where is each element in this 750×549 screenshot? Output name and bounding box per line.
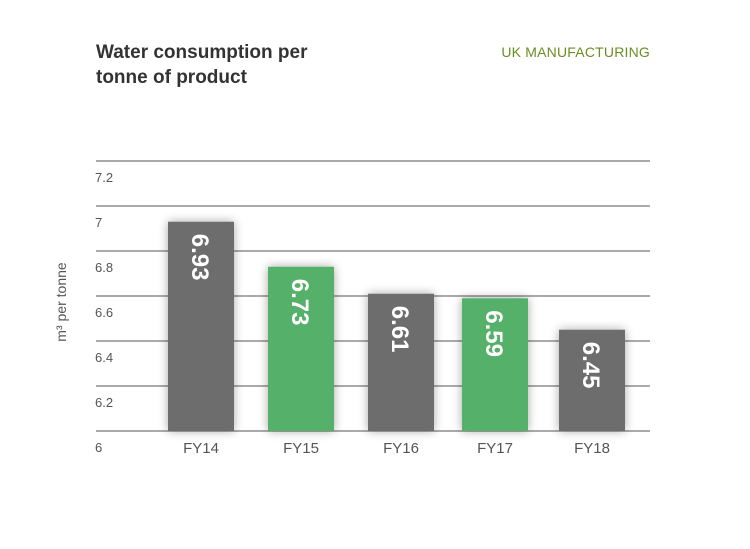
value-labels: 6.93 6.73 6.61 6.59 6.45 — [186, 234, 604, 389]
value-label: 6.45 — [577, 342, 604, 389]
value-label: 6.59 — [480, 310, 507, 357]
chart-title-line-1: Water consumption per — [96, 42, 308, 63]
y-axis-label: m³ per tonne — [53, 262, 69, 342]
bar-fy17 — [462, 298, 528, 431]
bar-fy16 — [368, 293, 434, 431]
chart-title-line-2: tonne of product — [96, 67, 247, 88]
x-tick-label: FY14 — [183, 440, 219, 457]
y-tick-label: 6.8 — [95, 260, 113, 275]
y-tick-label: 6 — [95, 440, 102, 455]
x-tick-label: FY16 — [383, 440, 419, 457]
x-tick-label: FY15 — [283, 440, 319, 457]
x-axis-ticks: FY14 FY15 FY16 FY17 FY18 — [183, 440, 610, 457]
bar-fy15 — [268, 266, 334, 431]
chart-title: Water consumption per tonne of product — [96, 40, 307, 90]
bars — [168, 221, 625, 431]
y-tick-label: 7.2 — [95, 170, 113, 185]
y-axis-ticks: 6 6.2 6.4 6.6 6.8 7 7.2 — [95, 170, 113, 455]
y-tick-label: 7 — [95, 215, 102, 230]
y-tick-label: 6.2 — [95, 395, 113, 410]
value-label: 6.93 — [186, 234, 213, 281]
bar-fy14 — [168, 221, 234, 431]
x-tick-label: FY18 — [574, 440, 610, 457]
bar-fy18 — [559, 329, 625, 431]
y-tick-label: 6.6 — [95, 305, 113, 320]
x-tick-label: FY17 — [477, 440, 513, 457]
y-tick-label: 6.4 — [95, 350, 113, 365]
chart-subtitle: UK MANUFACTURING — [501, 44, 650, 60]
value-label: 6.73 — [286, 279, 313, 326]
value-label: 6.61 — [386, 306, 413, 353]
